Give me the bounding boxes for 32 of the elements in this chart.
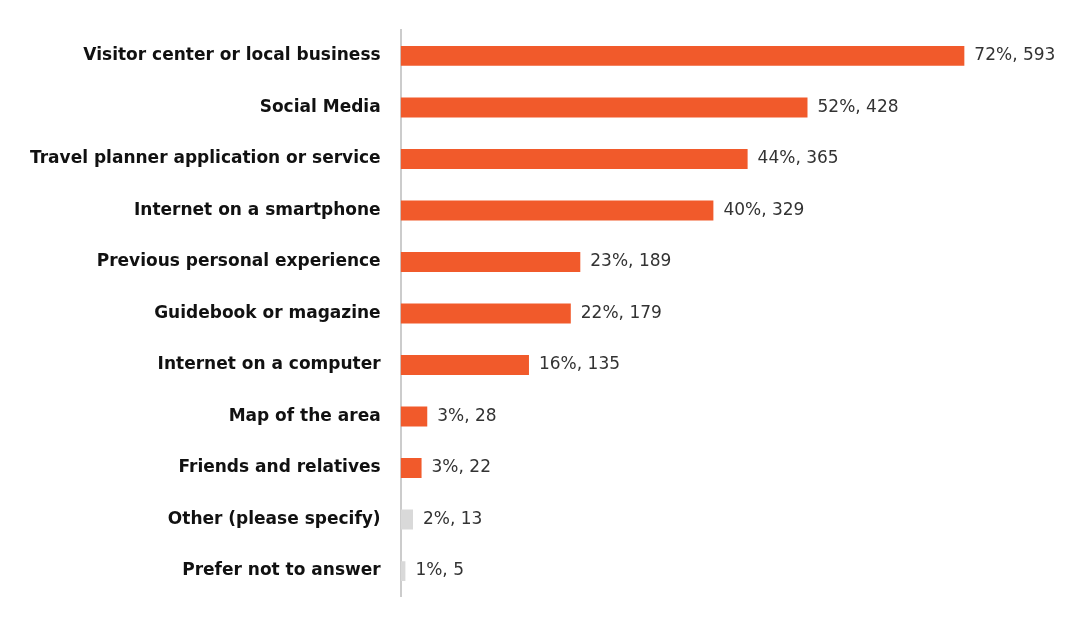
data-label: 72%, 593	[974, 44, 1056, 65]
y-tick-label: Previous personal experience	[96, 250, 381, 271]
y-tick-label: Guidebook or magazine	[154, 301, 381, 322]
y-tick-label: Visitor center or local business	[83, 44, 381, 65]
bar	[400, 200, 714, 221]
bar	[400, 149, 748, 169]
data-label: 22%, 179	[580, 301, 662, 322]
data-label: 1%, 5	[415, 559, 464, 580]
bar	[400, 458, 422, 478]
bar	[400, 509, 413, 530]
bar	[400, 97, 808, 118]
data-label: 2%, 13	[423, 507, 483, 528]
y-tick-label: Internet on a smartphone	[134, 198, 381, 219]
y-tick-label: Social Media	[259, 95, 381, 116]
data-label: 44%, 365	[757, 147, 839, 168]
data-label: 3%, 28	[437, 404, 497, 425]
bar	[400, 252, 581, 272]
y-tick-label: Friends and relatives	[178, 456, 381, 477]
bar	[400, 46, 965, 66]
data-label: 3%, 22	[431, 456, 491, 477]
y-tick-label: Other (please specify)	[167, 507, 381, 528]
data-label: 23%, 189	[590, 250, 672, 271]
y-tick-label: Map of the area	[228, 404, 381, 425]
y-tick-label: Internet on a computer	[157, 353, 382, 374]
data-label: 40%, 329	[723, 198, 805, 219]
bar	[400, 406, 428, 427]
y-tick-label: Travel planner application or service	[29, 147, 381, 168]
bar	[400, 303, 571, 324]
data-label: 16%, 135	[538, 353, 621, 374]
data-label: 52%, 428	[817, 95, 899, 116]
y-tick-label: Prefer not to answer	[182, 559, 382, 580]
bar	[400, 355, 529, 375]
